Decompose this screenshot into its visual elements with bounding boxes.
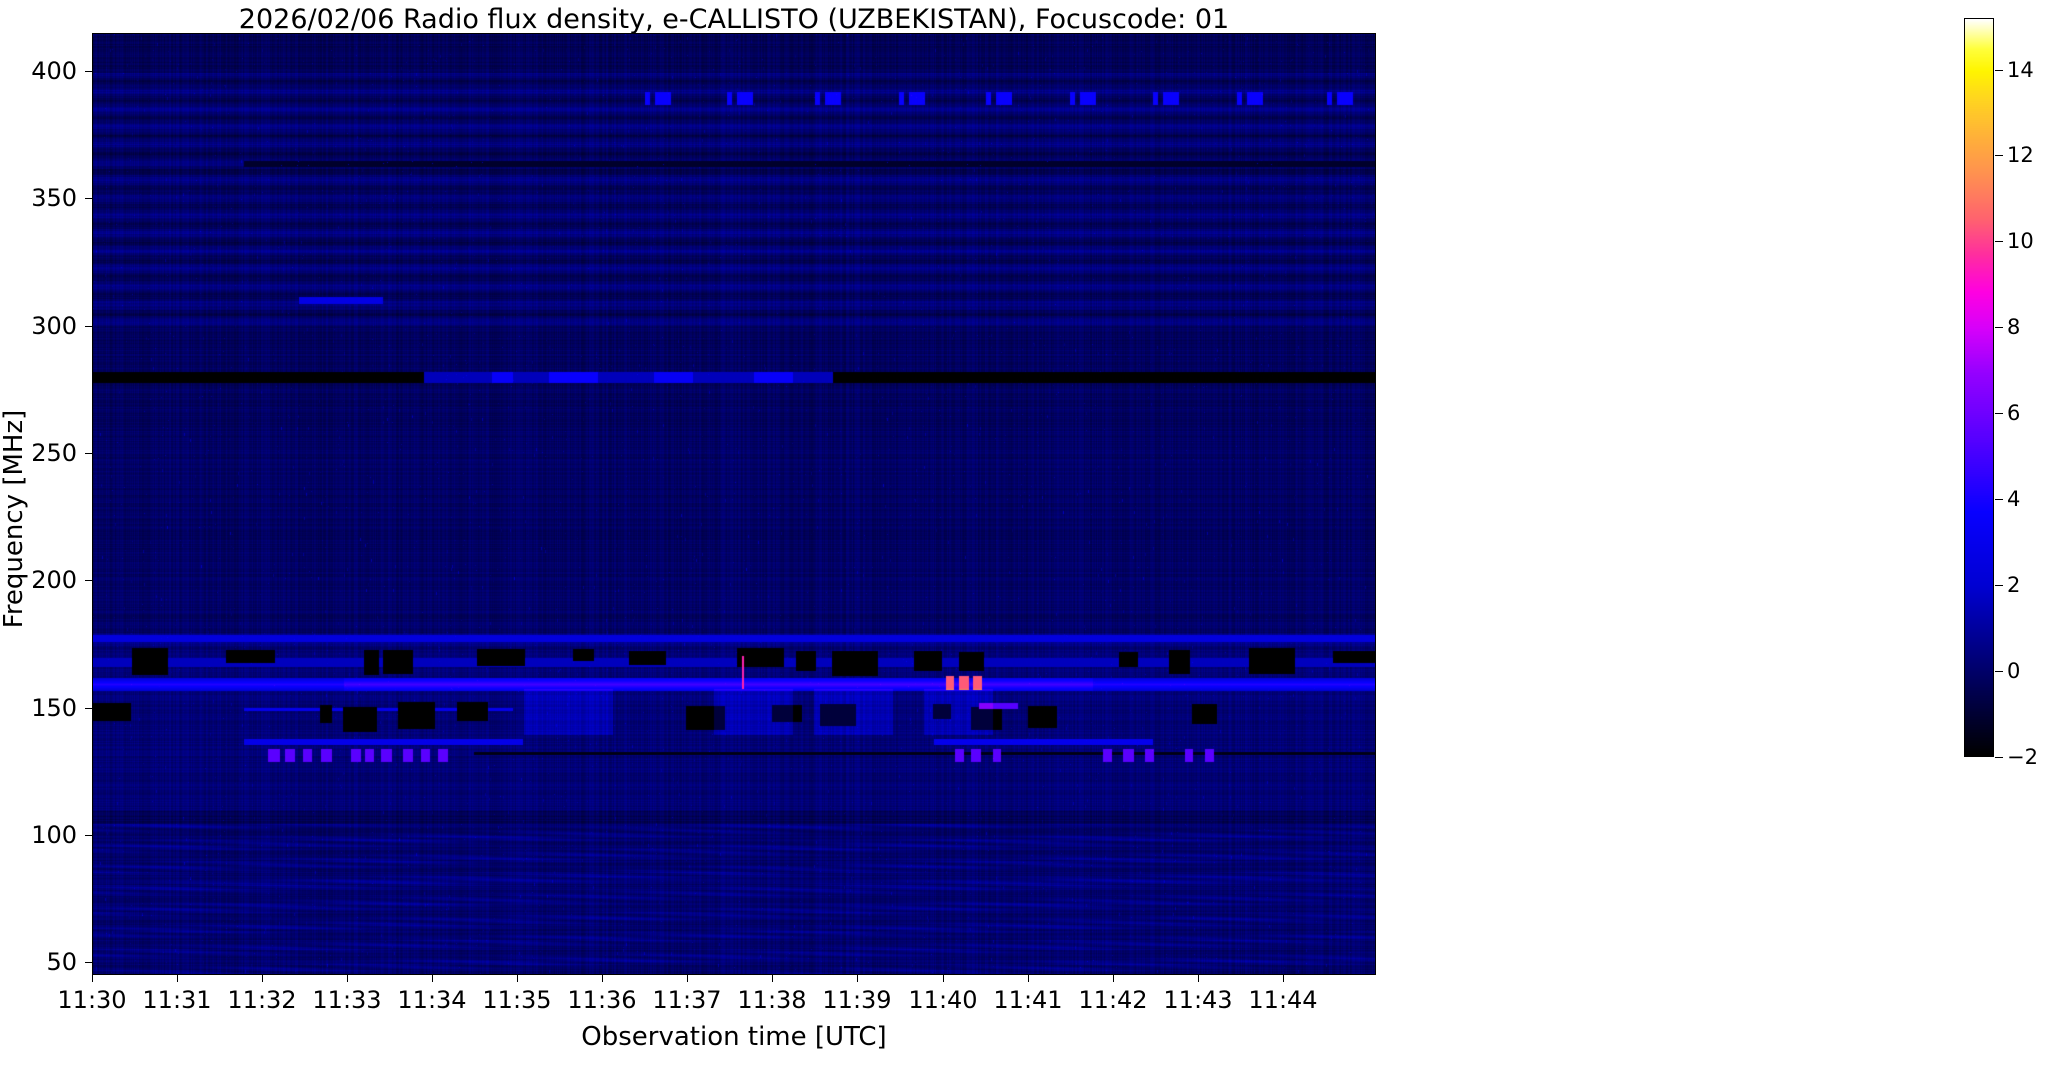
y-tick-mark [85, 453, 92, 454]
colorbar-tick-label: −2 [2007, 745, 2038, 769]
x-tick-label: 11:34 [397, 986, 467, 1014]
colorbar-tick-mark [1995, 241, 2003, 242]
colorbar-tick-mark [1995, 757, 2003, 758]
colorbar-tick-mark [1995, 671, 2003, 672]
colorbar-tick-label: 6 [2007, 401, 2021, 425]
x-tick-label: 11:43 [1163, 986, 1233, 1014]
y-tick-label: 50 [46, 948, 77, 976]
x-tick-mark [517, 975, 518, 982]
x-tick-label: 11:33 [312, 986, 382, 1014]
x-tick-mark [1283, 975, 1284, 982]
colorbar [1964, 18, 1994, 757]
x-tick-mark [1198, 975, 1199, 982]
x-tick-label: 11:42 [1078, 986, 1148, 1014]
y-tick-label: 400 [31, 57, 77, 85]
y-tick-mark [85, 708, 92, 709]
colorbar-tick-label: 8 [2007, 315, 2021, 339]
x-tick-mark [262, 975, 263, 982]
x-tick-label: 11:44 [1248, 986, 1318, 1014]
y-axis-label: Frequency [MHz] [0, 409, 29, 629]
x-tick-mark [857, 975, 858, 982]
y-tick-label: 350 [31, 184, 77, 212]
y-tick-mark [85, 198, 92, 199]
x-tick-mark [177, 975, 178, 982]
y-tick-mark [85, 580, 92, 581]
x-tick-label: 11:39 [822, 986, 892, 1014]
colorbar-tick-mark [1995, 413, 2003, 414]
x-tick-mark [687, 975, 688, 982]
x-tick-label: 11:40 [908, 986, 978, 1014]
page-title: 2026/02/06 Radio flux density, e-CALLIST… [238, 3, 1230, 35]
x-tick-label: 11:41 [993, 986, 1063, 1014]
x-tick-mark [92, 975, 93, 982]
x-tick-mark [347, 975, 348, 982]
y-tick-label: 250 [31, 439, 77, 467]
x-tick-label: 11:32 [227, 986, 297, 1014]
x-tick-label: 11:31 [142, 986, 212, 1014]
x-tick-label: 11:30 [57, 986, 127, 1014]
x-tick-mark [1113, 975, 1114, 982]
colorbar-tick-label: 0 [2007, 659, 2021, 683]
x-tick-label: 11:38 [737, 986, 807, 1014]
y-tick-mark [85, 71, 92, 72]
x-tick-mark [1028, 975, 1029, 982]
y-tick-mark [85, 962, 92, 963]
colorbar-tick-label: 12 [2007, 143, 2034, 167]
colorbar-tick-label: 2 [2007, 573, 2021, 597]
x-tick-label: 11:35 [482, 986, 552, 1014]
colorbar-tick-mark [1995, 585, 2003, 586]
x-tick-mark [432, 975, 433, 982]
colorbar-tick-mark [1995, 70, 2003, 71]
colorbar-tick-mark [1995, 499, 2003, 500]
y-tick-label: 150 [31, 694, 77, 722]
x-tick-mark [943, 975, 944, 982]
y-tick-label: 100 [31, 821, 77, 849]
y-tick-label: 200 [31, 566, 77, 594]
x-tick-mark [602, 975, 603, 982]
colorbar-gradient [1965, 19, 1993, 756]
colorbar-tick-mark [1995, 327, 2003, 328]
x-tick-label: 11:36 [567, 986, 637, 1014]
colorbar-tick-label: 14 [2007, 58, 2034, 82]
y-tick-mark [85, 326, 92, 327]
x-tick-mark [772, 975, 773, 982]
colorbar-tick-label: 10 [2007, 229, 2034, 253]
colorbar-tick-label: 4 [2007, 487, 2021, 511]
y-tick-label: 300 [31, 312, 77, 340]
x-axis-label: Observation time [UTC] [581, 1022, 887, 1052]
spectrogram-plot-area [92, 33, 1376, 975]
y-tick-mark [85, 835, 92, 836]
x-tick-label: 11:37 [652, 986, 722, 1014]
colorbar-tick-mark [1995, 155, 2003, 156]
spectrogram-image [93, 34, 1375, 974]
